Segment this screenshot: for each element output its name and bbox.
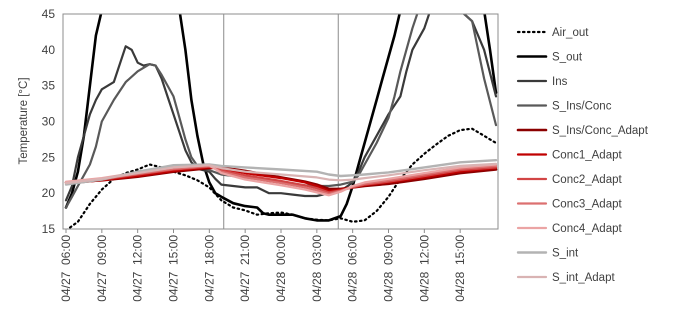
x-tick-label: 04/28 06:00 [346, 235, 360, 302]
x-axis-ticks: 04/27 06:00 04/27 09:00 04/27 12:00 04/27 1… [59, 229, 467, 302]
y-tick-label: 40 [42, 43, 56, 57]
y-tick-label: 15 [42, 222, 56, 236]
legend-label-s-ins-conc: S_Ins/Conc [552, 101, 612, 113]
y-tick-label: 20 [42, 186, 56, 200]
x-tick-label: 04/28 03:00 [310, 235, 324, 302]
legend-label-s-int: S_int [552, 248, 579, 260]
x-tick-label: 04/28 00:00 [274, 235, 288, 302]
legend-label-conc4-adapt: Conc4_Adapt [552, 223, 622, 235]
x-tick-label: 04/27 09:00 [95, 235, 109, 302]
x-tick-label: 04/27 15:00 [167, 235, 181, 302]
legend-label-s-out: S_out [552, 52, 583, 64]
x-tick-label: 04/27 18:00 [202, 235, 216, 302]
series-line-s-out [64, 14, 498, 222]
legend-label-conc3-adapt: Conc3_Adapt [552, 199, 622, 211]
series-line-s-int-adapt [64, 162, 498, 185]
vertical-markers [223, 14, 339, 229]
y-axis-title: Temperature [°C] [18, 77, 30, 164]
x-tick-label: 04/27 06:00 [59, 235, 73, 302]
legend-label-conc2-adapt: Conc2_Adapt [552, 174, 622, 186]
x-tick-label: 04/27 12:00 [131, 235, 145, 302]
series-line-conc3-adapt [64, 164, 498, 195]
legend-label-conc1-adapt: Conc1_Adapt [552, 150, 622, 162]
y-axis-ticks: 15 20 25 30 35 40 45 [42, 7, 56, 236]
legend: Air_out S_out Ins S_Ins/Conc S_Ins/Conc_Adap… [516, 27, 649, 284]
x-tick-label: 04/28 09:00 [382, 235, 396, 302]
series-layer [64, 14, 498, 229]
y-tick-label: 35 [42, 79, 56, 93]
y-tick-label: 30 [42, 115, 56, 129]
legend-label-s-int-adapt: S_int_Adapt [552, 272, 615, 284]
series-line-s-int [64, 159, 498, 186]
y-axis-label: Temperature [°C] [18, 77, 30, 164]
y-tick-label: 45 [42, 7, 56, 21]
x-tick-label: 04/28 12:00 [417, 235, 431, 302]
y-tick-label: 25 [42, 150, 56, 164]
plot-frame [62, 13, 499, 230]
legend-label-s-ins-conc-adapt: S_Ins/Conc_Adapt [552, 125, 649, 137]
x-tick-label: 04/28 15:00 [453, 235, 467, 302]
series-line-air-out [66, 127, 498, 229]
legend-label-ins: Ins [552, 76, 568, 88]
legend-label-air-out: Air_out [552, 27, 589, 39]
series-line-ins [64, 14, 498, 202]
x-tick-label: 04/27 21:00 [238, 235, 252, 302]
